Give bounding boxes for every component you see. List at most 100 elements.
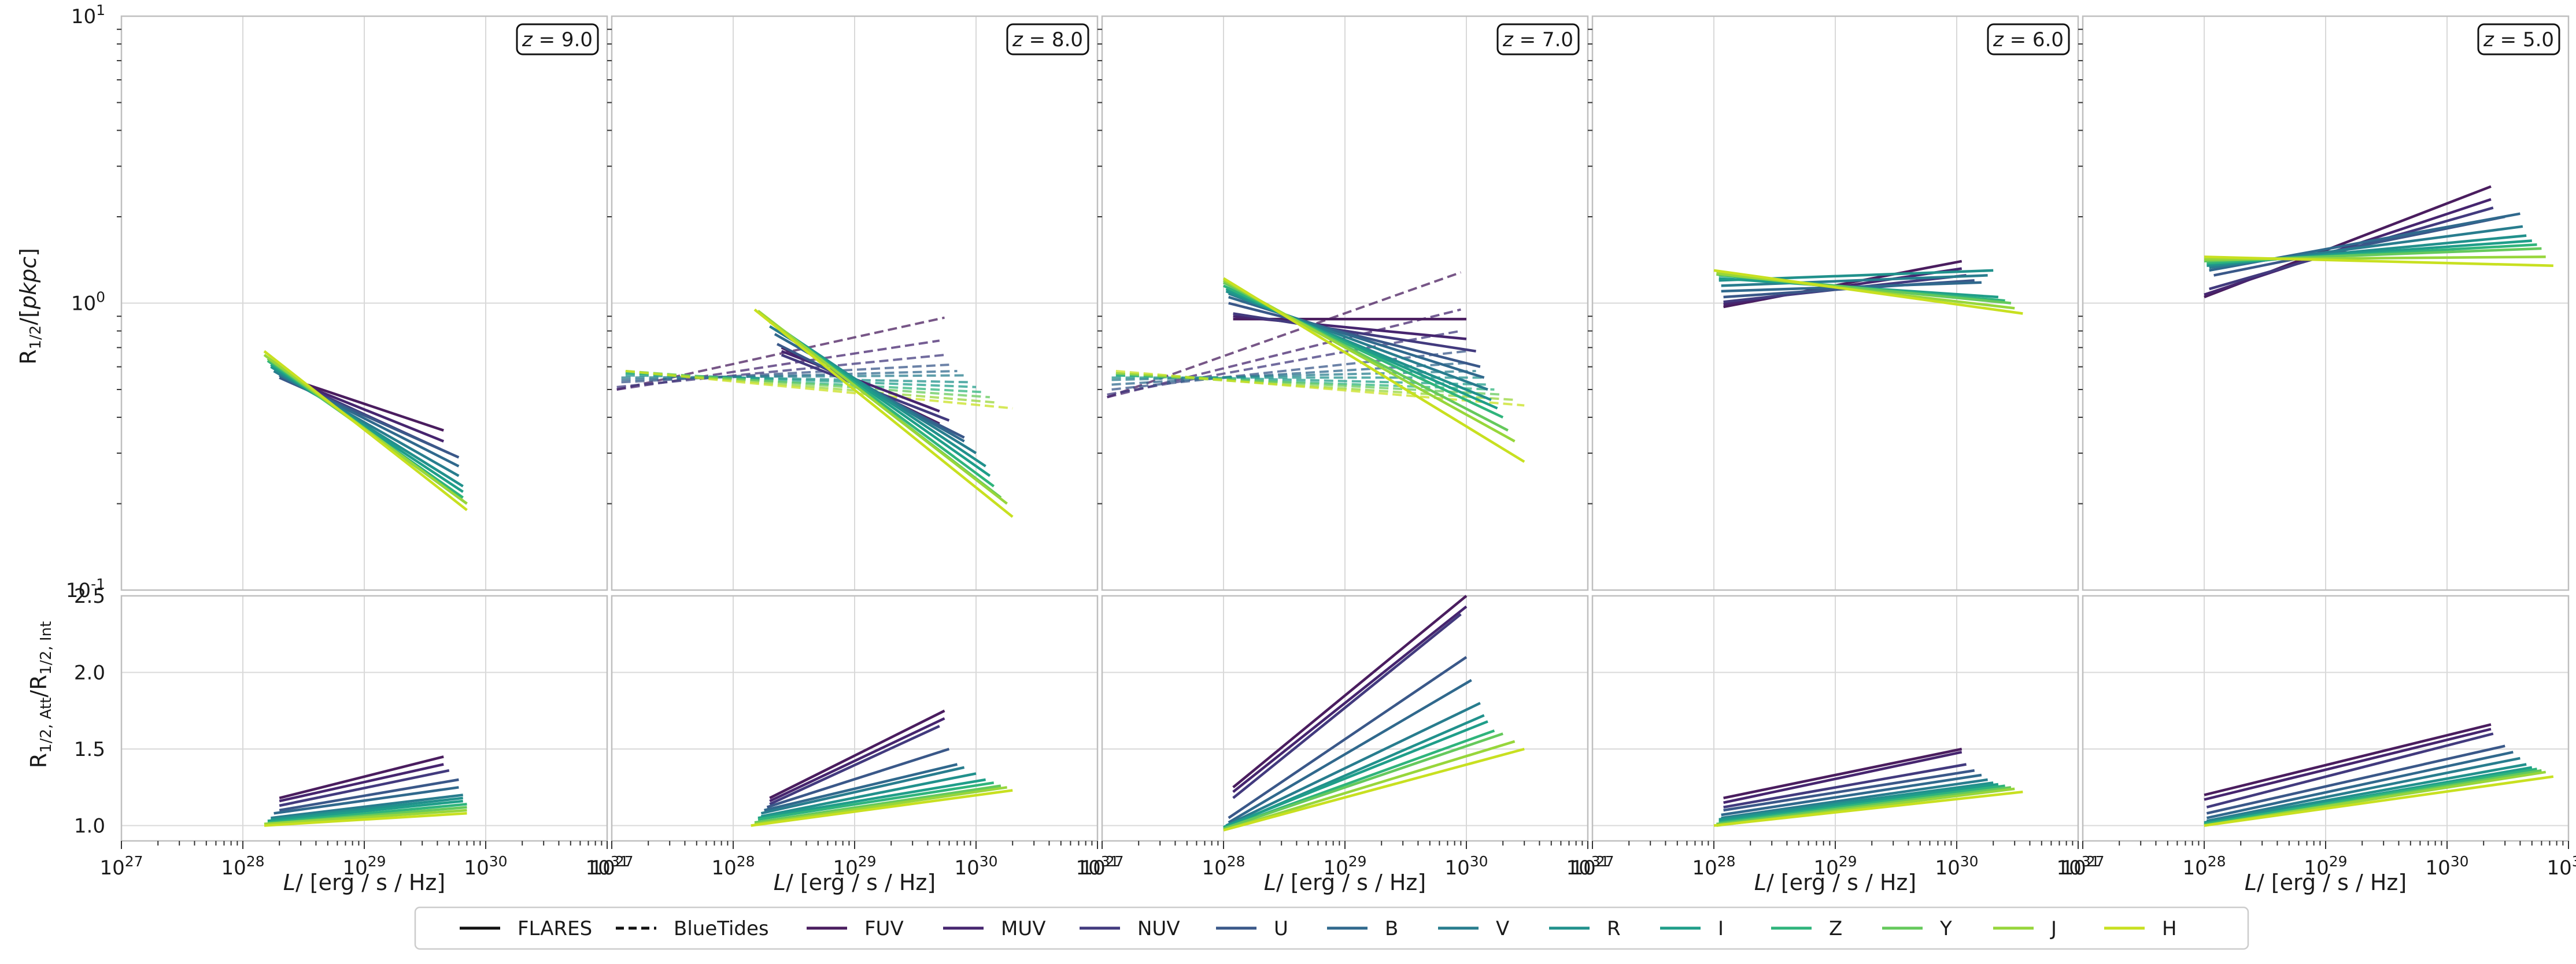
legend-item-v: V bbox=[1438, 917, 1509, 940]
flares-ratio-line-u bbox=[1228, 656, 1468, 820]
legend: FLARES BlueTides FUV MUV NUV U B V R I Z Y J H bbox=[414, 906, 2249, 950]
flares-ratio-line-z bbox=[1718, 784, 2005, 824]
top-y-tick-label: 100 bbox=[71, 289, 105, 316]
flares-ratio-line-z bbox=[757, 781, 995, 821]
panel-1: 1027 1028 1029 1030 1031 L/ [erg / s / Hz] 10-… bbox=[66, 2, 629, 895]
flares-ratio-line-h bbox=[1223, 747, 1525, 832]
x-tick-label: 1028 bbox=[1202, 853, 1245, 880]
flares-ratio-line-v bbox=[1225, 702, 1481, 827]
flares-ratio-line-h bbox=[2204, 775, 2554, 827]
x-tick-label: 1030 bbox=[1444, 853, 1488, 880]
flares-size-line-h bbox=[753, 308, 1014, 518]
flares-ratio-line-b bbox=[1228, 678, 1472, 824]
flares-ratio-line-nuv bbox=[279, 769, 450, 807]
flares-ratio-line-v bbox=[1721, 778, 1988, 820]
x-tick-label: 1030 bbox=[2425, 853, 2468, 880]
x-tick-label: 1031 bbox=[2056, 853, 2100, 880]
legend-item-bluetides: BlueTides bbox=[616, 917, 769, 940]
flares-ratio-line-u bbox=[766, 747, 950, 809]
top-axes-frame bbox=[120, 15, 608, 591]
flares-ratio-line-fuv bbox=[1723, 747, 1963, 800]
panels: 1027 1028 1029 1030 1031 L/ [erg / s / Hz] 10-… bbox=[66, 2, 2576, 895]
flares-ratio-line-muv bbox=[769, 717, 945, 803]
flares-ratio-line-r bbox=[760, 772, 977, 818]
legend-label: Y bbox=[1939, 917, 1952, 940]
redshift-box bbox=[1006, 23, 1089, 55]
flares-ratio-line-i bbox=[1223, 720, 1488, 829]
flares-ratio-line-u bbox=[279, 778, 459, 812]
x-tick-label: 1031 bbox=[1566, 853, 1609, 880]
flares-ratio-line-nuv bbox=[769, 725, 940, 806]
flares-ratio-line-b bbox=[2206, 751, 2514, 820]
flares-ratio-line-h bbox=[751, 789, 1013, 827]
legend-item-u: U bbox=[1216, 917, 1288, 940]
bluetides-size-line-u bbox=[1111, 350, 1467, 391]
flares-size-line-h bbox=[1222, 277, 1525, 463]
flares-ratio-line-fuv bbox=[769, 709, 945, 799]
flares-ratio-line-nuv bbox=[1232, 613, 1462, 799]
x-tick-label: 1031 bbox=[585, 853, 629, 880]
redshift-label: z = 5.0 bbox=[2483, 28, 2554, 51]
top-axes-frame bbox=[2082, 15, 2570, 591]
top-y-tick-label: 101 bbox=[71, 2, 105, 28]
panel-5: 1027 1028 1029 1030 1031 L/ [erg / s / Hz] z =… bbox=[2061, 15, 2576, 895]
x-tick-label: 1028 bbox=[711, 853, 755, 880]
redshift-box bbox=[1987, 23, 2070, 55]
x-tick-label: 1027 bbox=[1080, 853, 1123, 880]
bluetides-size-line-muv bbox=[1107, 308, 1461, 399]
flares-ratio-line-u bbox=[2206, 744, 2505, 815]
top-axes-frame bbox=[611, 15, 1099, 591]
legend-label: NUV bbox=[1137, 917, 1180, 940]
legend-item-muv: MUV bbox=[943, 917, 1045, 940]
x-tick-label: 1030 bbox=[954, 853, 997, 880]
panel-2: 1027 1028 1029 1030 1031 L/ [erg / s / Hz] z =… bbox=[590, 15, 1119, 895]
flares-ratio-line-b bbox=[1721, 773, 1982, 817]
flares-ratio-line-b bbox=[274, 786, 459, 815]
flares-ratio-line-j bbox=[754, 786, 1007, 826]
flares-size-line-u bbox=[1228, 302, 1481, 368]
legend-item-nuv: NUV bbox=[1080, 917, 1180, 940]
legend-item-b: B bbox=[1327, 917, 1398, 940]
flares-ratio-line-muv bbox=[2204, 728, 2492, 801]
x-tick-label: 1031 bbox=[1076, 853, 1119, 880]
redshift-label: z = 9.0 bbox=[522, 28, 593, 51]
bottom-y-tick-label: 2.0 bbox=[74, 662, 105, 685]
x-tick-label: 1030 bbox=[1935, 853, 1978, 880]
flares-size-line-j bbox=[757, 310, 1008, 505]
flares-ratio-line-h bbox=[1713, 790, 2023, 827]
flares-size-line-nuv bbox=[1233, 312, 1476, 353]
legend-label: BlueTides bbox=[674, 917, 769, 940]
flares-ratio-line-r bbox=[271, 796, 463, 821]
panel-3: 1027 1028 1029 1030 1031 L/ [erg / s / Hz] z =… bbox=[1080, 15, 1610, 895]
legend-label: R bbox=[1607, 917, 1621, 940]
legend-item-i: I bbox=[1660, 917, 1724, 940]
flares-ratio-line-i bbox=[267, 799, 463, 822]
x-axis-label: L/ [erg / s / Hz] bbox=[774, 870, 936, 895]
redshift-box bbox=[516, 23, 599, 55]
legend-label: U bbox=[1274, 917, 1288, 940]
flares-ratio-line-v bbox=[271, 794, 463, 820]
bluetides-size-line-v bbox=[621, 374, 964, 379]
flares-ratio-line-h bbox=[264, 812, 467, 827]
top-axes-frame bbox=[1101, 15, 1589, 591]
flares-ratio-line-nuv bbox=[1723, 763, 1967, 809]
legend-item-flares: FLARES bbox=[460, 917, 592, 940]
bluetides-size-line-muv bbox=[616, 339, 940, 391]
x-tick-label: 1028 bbox=[1692, 853, 1735, 880]
legend-label: MUV bbox=[1001, 917, 1045, 940]
x-tick-label: 1028 bbox=[221, 853, 264, 880]
flares-ratio-line-u bbox=[1723, 769, 1975, 812]
flares-ratio-line-z bbox=[2204, 768, 2537, 826]
flares-ratio-line-y bbox=[1716, 786, 2012, 826]
x-tick-label: 1029 bbox=[342, 853, 386, 880]
flares-size-line-h bbox=[263, 350, 468, 511]
x-tick-label: 1027 bbox=[1570, 853, 1614, 880]
flares-ratio-line-j bbox=[264, 809, 467, 826]
legend-label: FLARES bbox=[518, 917, 592, 940]
x-axis-label: L/ [erg / s / Hz] bbox=[283, 870, 445, 895]
legend-label: B bbox=[1385, 917, 1398, 940]
legend-item-r: R bbox=[1549, 917, 1621, 940]
flares-size-line-muv bbox=[2204, 198, 2492, 296]
flares-ratio-line-nuv bbox=[2206, 732, 2494, 809]
x-axis-label: L/ [erg / s / Hz] bbox=[2245, 870, 2407, 895]
